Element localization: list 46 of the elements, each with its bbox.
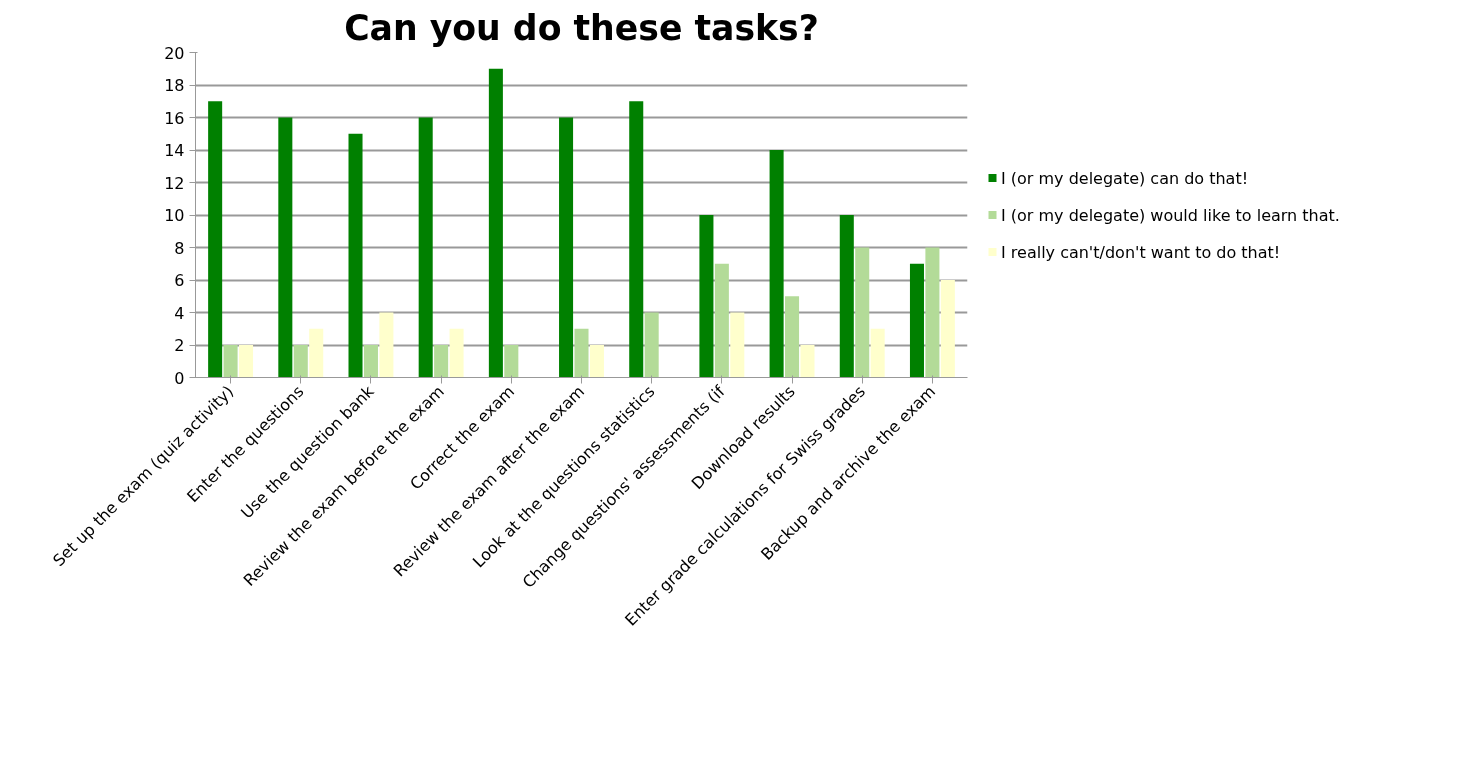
- bar: [434, 345, 449, 378]
- y-tick-label: 14: [164, 141, 185, 160]
- bar: [449, 328, 464, 378]
- bar: [589, 345, 604, 378]
- bar: [348, 133, 363, 378]
- bar: [714, 263, 729, 378]
- bar: [574, 328, 589, 378]
- y-tick-label: 8: [174, 238, 185, 258]
- bar: [785, 296, 800, 378]
- bar: [800, 345, 815, 378]
- bar: [239, 345, 254, 378]
- bar: [309, 328, 324, 378]
- bar: [629, 101, 644, 378]
- legend-label: I (or my delegate) would like to learn that.: [1001, 205, 1340, 224]
- bar: [504, 345, 519, 378]
- bar: [870, 328, 885, 378]
- bar: [363, 345, 378, 378]
- bar: [925, 247, 940, 378]
- bar: [278, 117, 293, 378]
- bar: [730, 312, 745, 378]
- y-tick-label: 4: [174, 303, 185, 323]
- bar: [769, 150, 784, 378]
- y-tick-label: 18: [164, 76, 185, 95]
- bar: [839, 215, 854, 378]
- bar: [855, 247, 870, 378]
- bar: [644, 312, 659, 378]
- y-tick-label: 0: [174, 368, 185, 388]
- chart-title: Can you do these tasks?: [344, 7, 819, 48]
- bar: [379, 312, 394, 378]
- bar: [418, 117, 433, 378]
- legend-label: I (or my delegate) can do that!: [1001, 168, 1249, 187]
- bar: [940, 280, 955, 378]
- legend-label: I really can't/don't want to do that!: [1001, 242, 1281, 261]
- y-tick-label: 2: [174, 336, 185, 355]
- y-tick-label: 20: [164, 43, 185, 63]
- y-tick-label: 12: [164, 173, 185, 193]
- y-tick-label: 6: [174, 271, 185, 290]
- bar: [699, 215, 714, 378]
- bar: [223, 345, 238, 378]
- bar: [488, 68, 503, 378]
- bar: [208, 101, 223, 378]
- y-tick-label: 10: [164, 206, 185, 225]
- y-tick-label: 16: [164, 108, 185, 128]
- bar: [559, 117, 574, 378]
- bar: [909, 263, 924, 378]
- bar: [293, 345, 308, 378]
